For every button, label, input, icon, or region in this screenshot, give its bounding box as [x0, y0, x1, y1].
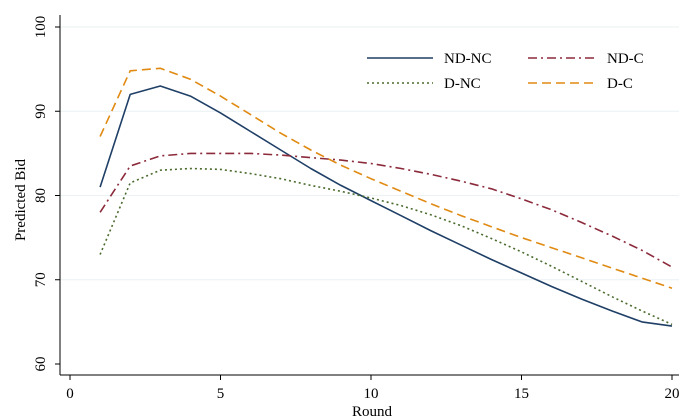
legend-label: ND-C	[607, 51, 644, 67]
x-axis-label: Round	[352, 404, 393, 419]
series-line-nd-c	[99, 152, 673, 268]
axes: 60 70 80 90 100 0 5 10 15 20	[33, 15, 680, 402]
x-tick-label: 5	[217, 386, 225, 402]
y-axis-label: Predicted Bid	[13, 158, 29, 241]
legend-label: D-C	[607, 76, 633, 92]
x-tick-label: 10	[364, 386, 379, 402]
y-tick-label: 60	[33, 357, 49, 372]
x-tick-label: 15	[514, 386, 529, 402]
gridlines	[60, 26, 679, 281]
y-tick-label: 90	[33, 104, 49, 119]
y-tick-label: 80	[33, 188, 49, 203]
y-tick-label: 100	[33, 16, 49, 39]
legend-label: ND-NC	[444, 51, 492, 67]
x-tick-label: 20	[665, 386, 680, 402]
series-line-d-nc	[99, 167, 673, 326]
y-tick-label: 70	[33, 272, 49, 287]
x-tick-label: 0	[66, 386, 74, 402]
series-lines	[99, 67, 673, 327]
legend: ND-NC ND-C D-NC D-C	[367, 51, 644, 92]
legend-label: D-NC	[444, 76, 481, 92]
series-line-nd-nc	[99, 85, 673, 327]
series-line-d-c	[99, 67, 673, 289]
